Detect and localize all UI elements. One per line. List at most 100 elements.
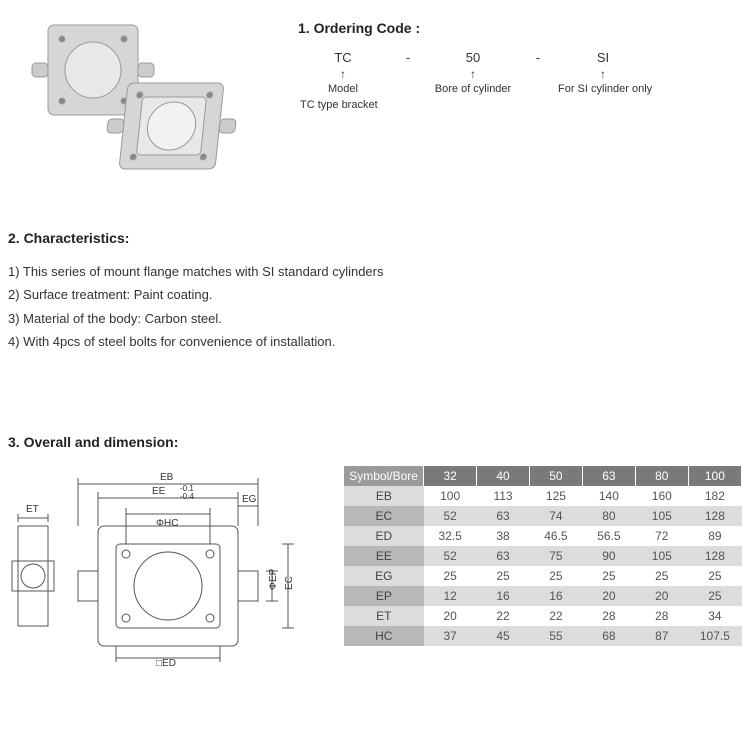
table-cell-value: 128 — [688, 546, 741, 566]
table-cell-value: 128 — [688, 506, 741, 526]
table-cell-value: 20 — [424, 606, 477, 626]
svg-text:ET: ET — [26, 504, 39, 515]
table-cell-value: 105 — [635, 546, 688, 566]
ordering-label-4: For SI cylinder only — [558, 83, 688, 95]
ordering-arrow-2: ↑ — [428, 67, 518, 81]
table-cell-value: 75 — [529, 546, 582, 566]
table-cell-value: 107.5 — [688, 626, 741, 646]
table-cell-value: 25 — [477, 566, 530, 586]
table-cell-value: 25 — [582, 566, 635, 586]
table-row: EG252525252525 — [344, 566, 742, 586]
characteristics-title: 2. Characteristics: — [8, 230, 742, 246]
table-row: ET202222282834 — [344, 606, 742, 626]
ordering-dash-3: - — [518, 50, 558, 65]
table-cell-symbol: ED — [344, 526, 424, 546]
characteristics-item: 3) Material of the body: Carbon steel. — [8, 307, 742, 330]
characteristics-list: 1) This series of mount flange matches w… — [8, 260, 742, 354]
table-cell-value: 140 — [582, 486, 635, 506]
table-cell-value: 68 — [582, 626, 635, 646]
ordering-arrows-row: ↑ ↑ ↑ — [298, 67, 742, 81]
ordering-label-0: Model — [298, 83, 388, 95]
table-cell-value: 160 — [635, 486, 688, 506]
table-cell-symbol: EE — [344, 546, 424, 566]
table-cell-value: 80 — [582, 506, 635, 526]
table-cell-value: 45 — [477, 626, 530, 646]
characteristics-item: 2) Surface treatment: Paint coating. — [8, 283, 742, 306]
table-cell-value: 34 — [688, 606, 741, 626]
table-cell-value: 28 — [582, 606, 635, 626]
svg-text:ΦEP: ΦEP — [268, 568, 279, 590]
dimension-table: Symbol/Bore 32 40 50 63 80 100 EB1001131… — [344, 466, 742, 646]
table-cell-value: 74 — [529, 506, 582, 526]
table-cell-symbol: EB — [344, 486, 424, 506]
svg-text:EE: EE — [152, 486, 166, 497]
table-cell-value: 16 — [477, 586, 530, 606]
table-cell-value: 16 — [529, 586, 582, 606]
dimension-title: 3. Overall and dimension: — [8, 434, 742, 450]
table-cell-value: 25 — [635, 566, 688, 586]
dimension-diagram: ET EB EE -0.1 -0.4 ΦHC EG □ED ΦEP EC — [8, 466, 328, 666]
table-cell-value: 52 — [424, 506, 477, 526]
table-cell-value: 46.5 — [529, 526, 582, 546]
table-row: EB100113125140160182 — [344, 486, 742, 506]
table-header-row: Symbol/Bore 32 40 50 63 80 100 — [344, 466, 742, 486]
table-header-bore: 63 — [582, 466, 635, 486]
table-row: EC52637480105128 — [344, 506, 742, 526]
ordering-dash-1: - — [388, 50, 428, 65]
table-cell-value: 105 — [635, 506, 688, 526]
table-cell-value: 37 — [424, 626, 477, 646]
ordering-part-value-2: 50 — [428, 50, 518, 65]
table-cell-symbol: ET — [344, 606, 424, 626]
table-cell-value: 89 — [688, 526, 741, 546]
table-header-symbol: Symbol/Bore — [344, 466, 424, 486]
ordering-label-2: Bore of cylinder — [428, 83, 518, 95]
table-cell-value: 38 — [477, 526, 530, 546]
svg-text:EB: EB — [160, 472, 174, 483]
table-cell-value: 56.5 — [582, 526, 635, 546]
svg-text:□ED: □ED — [156, 658, 176, 666]
characteristics-item: 4) With 4pcs of steel bolts for convenie… — [8, 330, 742, 353]
table-cell-value: 25 — [688, 586, 741, 606]
table-cell-value: 52 — [424, 546, 477, 566]
table-cell-symbol: HC — [344, 626, 424, 646]
table-cell-value: 20 — [582, 586, 635, 606]
table-cell-value: 113 — [477, 486, 530, 506]
table-cell-value: 72 — [635, 526, 688, 546]
table-cell-symbol: EP — [344, 586, 424, 606]
table-row: ED32.53846.556.57289 — [344, 526, 742, 546]
table-cell-value: 22 — [529, 606, 582, 626]
svg-text:ΦHC: ΦHC — [156, 518, 178, 529]
table-cell-symbol: EG — [344, 566, 424, 586]
table-header-bore: 100 — [688, 466, 741, 486]
table-cell-value: 22 — [477, 606, 530, 626]
ordering-code-section: 1. Ordering Code : TC - 50 - SI ↑ ↑ ↑ Mo… — [298, 10, 742, 190]
table-header-bore: 80 — [635, 466, 688, 486]
svg-text:-0.4: -0.4 — [180, 492, 194, 501]
table-row: HC3745556887107.5 — [344, 626, 742, 646]
table-header-bore: 32 — [424, 466, 477, 486]
ordering-part-value-0: TC — [298, 50, 388, 65]
ordering-labels-row: Model Bore of cylinder For SI cylinder o… — [298, 83, 742, 95]
svg-text:EG: EG — [242, 494, 257, 505]
characteristics-section: 2. Characteristics: 1) This series of mo… — [8, 230, 742, 354]
product-image — [8, 10, 268, 190]
table-header-bore: 50 — [529, 466, 582, 486]
ordering-subnote: TC type bracket — [298, 99, 742, 111]
table-cell-value: 63 — [477, 506, 530, 526]
dimension-section: 3. Overall and dimension: — [8, 434, 742, 666]
table-cell-value: 55 — [529, 626, 582, 646]
table-cell-value: 100 — [424, 486, 477, 506]
table-cell-value: 87 — [635, 626, 688, 646]
table-header-bore: 40 — [477, 466, 530, 486]
table-cell-value: 28 — [635, 606, 688, 626]
table-row: EP121616202025 — [344, 586, 742, 606]
table-cell-value: 12 — [424, 586, 477, 606]
svg-text:EC: EC — [284, 576, 295, 590]
top-row: 1. Ordering Code : TC - 50 - SI ↑ ↑ ↑ Mo… — [8, 10, 742, 190]
ordering-part-value-4: SI — [558, 50, 648, 65]
table-cell-value: 182 — [688, 486, 741, 506]
ordering-arrow-4: ↑ — [558, 67, 648, 81]
ordering-title: 1. Ordering Code : — [298, 20, 742, 36]
table-cell-symbol: EC — [344, 506, 424, 526]
table-cell-value: 125 — [529, 486, 582, 506]
